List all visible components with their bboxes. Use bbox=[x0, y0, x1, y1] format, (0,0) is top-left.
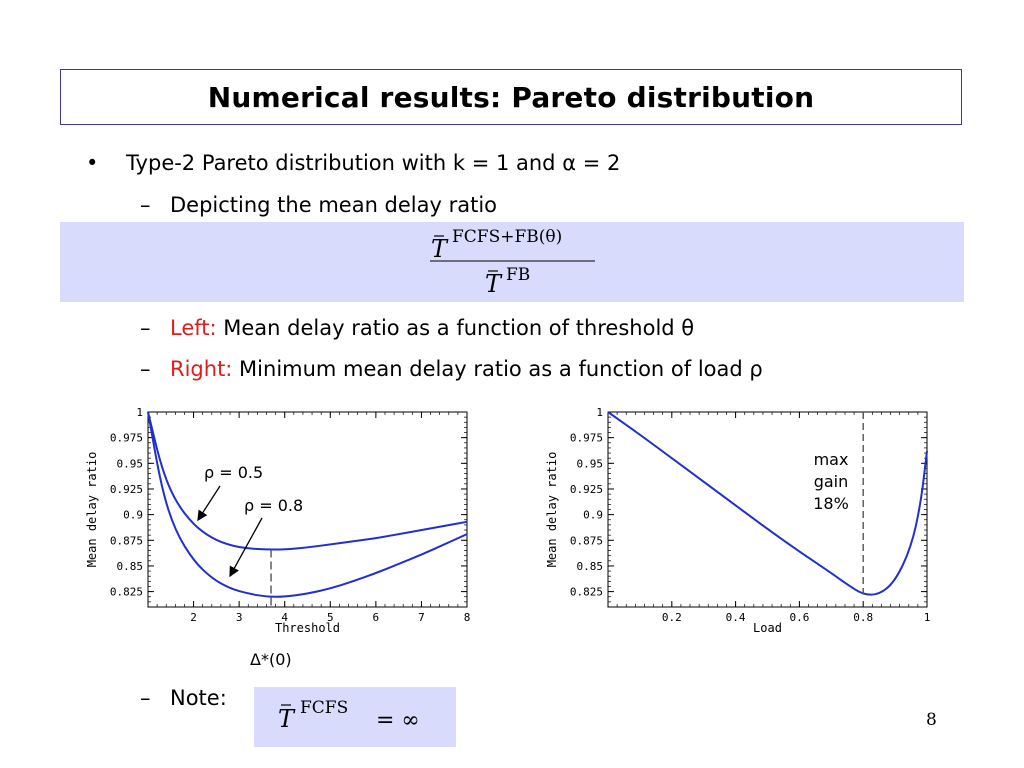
rho-08-arrow bbox=[229, 517, 263, 578]
sub-bullet-dash: – bbox=[140, 193, 151, 217]
y-tick-label: 0.975 bbox=[570, 432, 603, 445]
x-tick-label: 1 bbox=[924, 611, 931, 624]
rho-08-label: ρ = 0.8 bbox=[244, 496, 304, 515]
formula-band: T FCFS+FB(θ) T FB bbox=[60, 222, 964, 302]
fcfs-infinite-formula: T FCFS = ∞ bbox=[278, 698, 420, 733]
note-label: Note: bbox=[170, 686, 227, 710]
note-formula-box: T FCFS = ∞ bbox=[254, 687, 456, 747]
right-label: Right: bbox=[170, 357, 233, 381]
y-tick-label: 0.9 bbox=[583, 509, 603, 522]
note-formula-rhs: = ∞ bbox=[376, 708, 420, 733]
note-formula-sup: FCFS bbox=[300, 698, 348, 718]
note-formula-base: T bbox=[278, 705, 296, 733]
plot-frame bbox=[147, 411, 468, 608]
x-tick-label: 0.4 bbox=[726, 611, 746, 624]
mean-delay-ratio-formula: T FCFS+FB(θ) T FB bbox=[430, 227, 595, 298]
y-axis-label: Mean delay ratio bbox=[85, 452, 99, 568]
x-axis-label: Threshold bbox=[275, 621, 340, 635]
y-tick-label: 0.85 bbox=[577, 560, 604, 573]
load-chart: 0.2 0.4 0.6 0.8 1 0.825 0.85 0.875 0.9 0.925 0.95 0… bbox=[545, 406, 931, 635]
x-tick-label: 5 bbox=[327, 611, 334, 624]
y-tick-label: 0.9 bbox=[123, 509, 143, 522]
sub-bullet-dash: – bbox=[140, 686, 151, 710]
x-axis-label: Load bbox=[753, 621, 782, 635]
max-gain-label-3: 18% bbox=[813, 494, 849, 513]
y-tick-label: 1 bbox=[136, 406, 143, 419]
delta-star-label: Δ*(0) bbox=[250, 650, 292, 669]
sub-bullet-1-text: Depicting the mean delay ratio bbox=[170, 193, 498, 217]
max-gain-label-1: max bbox=[813, 450, 849, 469]
y-axis-label: Mean delay ratio bbox=[545, 452, 559, 568]
slide-title-box: Numerical results: Pareto distribution bbox=[60, 69, 962, 125]
bullet-dot: • bbox=[86, 151, 99, 175]
y-tick-label: 1 bbox=[596, 406, 603, 419]
x-tick-label: 0.2 bbox=[662, 611, 682, 624]
left-label: Left: bbox=[170, 316, 217, 340]
formula-denominator-base: T bbox=[485, 270, 503, 298]
rho-05-label: ρ = 0.5 bbox=[204, 463, 264, 482]
y-tick-label: 0.95 bbox=[577, 457, 604, 470]
y-tick-label: 0.975 bbox=[110, 432, 143, 445]
series-line-1 bbox=[147, 411, 468, 598]
y-tick-label: 0.875 bbox=[570, 534, 603, 547]
y-tick-label: 0.95 bbox=[117, 457, 144, 470]
y-tick-label: 0.925 bbox=[570, 483, 603, 496]
slide-title: Numerical results: Pareto distribution bbox=[207, 80, 815, 114]
formula-numerator-sup: FCFS+FB(θ) bbox=[452, 227, 562, 247]
right-description: Minimum mean delay ratio as a function o… bbox=[232, 357, 763, 381]
rho-05-arrow bbox=[197, 485, 221, 522]
x-tick-label: 6 bbox=[373, 611, 380, 624]
x-tick-label: 8 bbox=[464, 611, 471, 624]
plot-frame bbox=[607, 411, 928, 608]
sub-bullet-dash: – bbox=[140, 357, 151, 381]
sub-bullet-left-content: Left: Mean delay ratio as a function of … bbox=[170, 316, 694, 340]
x-tick-label: 2 bbox=[190, 611, 197, 624]
x-tick-label: 7 bbox=[418, 611, 425, 624]
x-tick-label: 4 bbox=[281, 611, 288, 624]
x-tick-label: 3 bbox=[236, 611, 243, 624]
y-tick-label: 0.85 bbox=[117, 560, 144, 573]
bullet-1-text: Type-2 Pareto distribution with k = 1 an… bbox=[126, 151, 621, 175]
left-description: Mean delay ratio as a function of thresh… bbox=[216, 316, 695, 340]
y-tick-label: 0.875 bbox=[110, 534, 143, 547]
y-tick-label: 0.925 bbox=[110, 483, 143, 496]
formula-denominator-sup: FB bbox=[506, 265, 530, 285]
formula-numerator-base: T bbox=[431, 235, 449, 263]
series-line-0 bbox=[607, 411, 928, 596]
x-tick-label: 0.8 bbox=[853, 611, 873, 624]
page-number: 8 bbox=[926, 710, 937, 730]
max-gain-label-2: gain bbox=[813, 472, 849, 491]
y-tick-label: 0.825 bbox=[110, 586, 143, 599]
sub-bullet-right-content: Right: Minimum mean delay ratio as a fun… bbox=[170, 357, 763, 381]
sub-bullet-dash: – bbox=[140, 316, 151, 340]
threshold-chart: 2 3 4 5 6 7 8 0.825 0.85 0.875 0.9 0.925 0.95 0.975 1 T… bbox=[85, 406, 471, 635]
y-tick-label: 0.825 bbox=[570, 586, 603, 599]
x-tick-label: 0.6 bbox=[789, 611, 809, 624]
series-line-0 bbox=[147, 411, 468, 551]
